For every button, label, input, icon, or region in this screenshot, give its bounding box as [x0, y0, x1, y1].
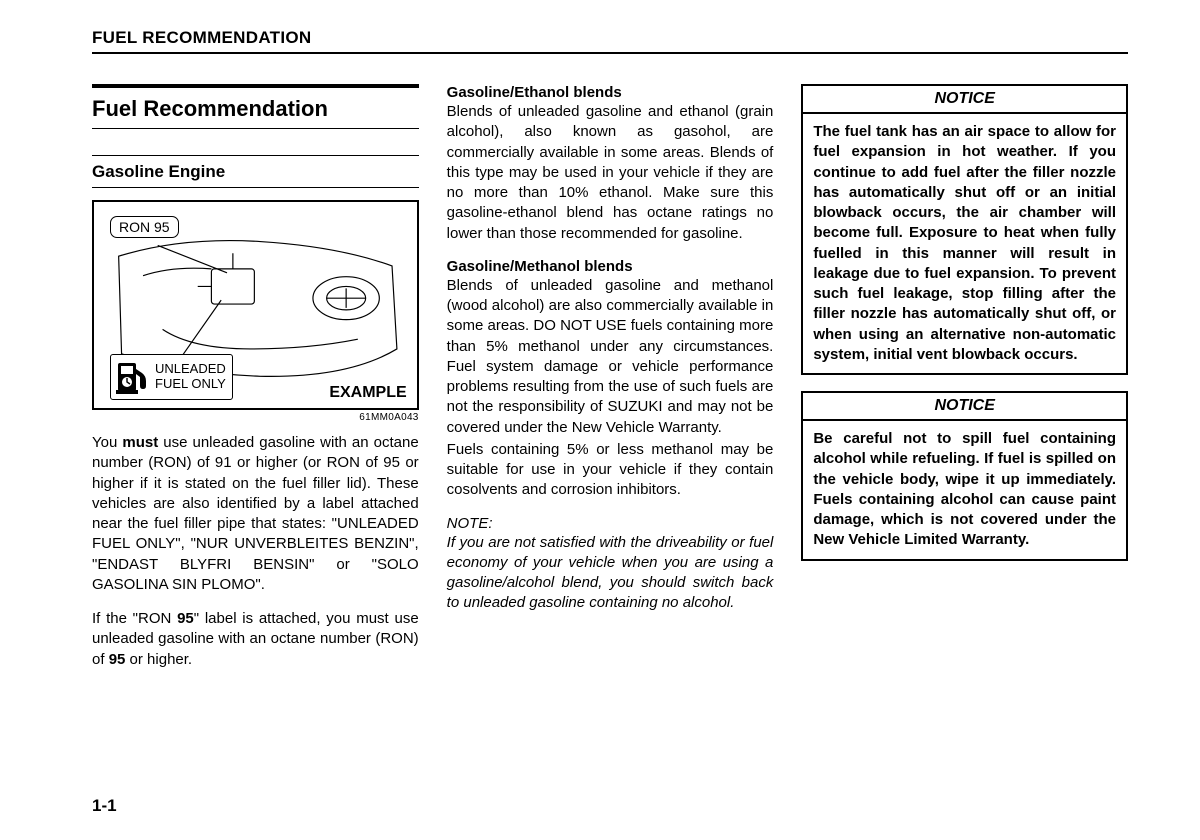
column-1: Fuel Recommendation Gasoline Engine: [92, 84, 419, 684]
text: or higher.: [125, 651, 192, 668]
column-2: Gasoline/Ethanol blends Blends of unlead…: [447, 84, 774, 684]
para-1: You must use unleaded gasoline with an o…: [92, 433, 419, 595]
unleaded-fuel-label: UNLEADED FUEL ONLY: [110, 354, 233, 400]
text: use unleaded gasoline with an octane num…: [92, 434, 419, 593]
page-header: FUEL RECOMMENDATION: [92, 28, 1128, 54]
notice-body-1: The fuel tank has an air space to allow …: [803, 114, 1126, 373]
note-text: If you are not satisfied with the drivea…: [447, 533, 774, 614]
fuel-label-text: UNLEADED FUEL ONLY: [155, 362, 226, 392]
section-rule: [92, 84, 419, 88]
ron-95-label: RON 95: [110, 216, 179, 238]
example-label: EXAMPLE: [329, 384, 406, 402]
column-3: NOTICE The fuel tank has an air space to…: [801, 84, 1128, 684]
content-columns: Fuel Recommendation Gasoline Engine: [92, 84, 1128, 684]
notice-box-1: NOTICE The fuel tank has an air space to…: [801, 84, 1128, 375]
fuel-pump-icon: [115, 359, 149, 395]
subsection-title: Gasoline Engine: [92, 162, 419, 188]
page-number: 1-1: [92, 796, 117, 816]
para-methanol-1: Blends of unleaded gasoline and methanol…: [447, 276, 774, 438]
para-ethanol: Blends of unleaded gasoline and ethanol …: [447, 102, 774, 244]
notice-header: NOTICE: [803, 393, 1126, 421]
bold-95b: 95: [109, 651, 126, 668]
notice-body-2: Be careful not to spill fuel containing …: [803, 421, 1126, 559]
note-label: NOTE:: [447, 515, 774, 532]
para-2: If the "RON 95" label is attached, you m…: [92, 609, 419, 670]
notice-box-2: NOTICE Be careful not to spill fuel cont…: [801, 391, 1128, 561]
section-title: Fuel Recommendation: [92, 96, 419, 129]
subsection-rule: [92, 155, 419, 156]
fuel-lid-diagram: RON 95 UNLEADED FUEL ONLY: [92, 200, 419, 410]
heading-methanol: Gasoline/Methanol blends: [447, 258, 774, 275]
text: You: [92, 434, 122, 451]
fuel-label-line1: UNLEADED: [155, 362, 226, 377]
heading-ethanol: Gasoline/Ethanol blends: [447, 84, 774, 101]
text: If the "RON: [92, 610, 177, 627]
bold-must: must: [122, 434, 158, 451]
para-methanol-2: Fuels containing 5% or less methanol may…: [447, 440, 774, 501]
figure-code: 61MM0A043: [92, 412, 419, 423]
bold-95: 95: [177, 610, 194, 627]
fuel-label-line2: FUEL ONLY: [155, 377, 226, 392]
notice-header: NOTICE: [803, 86, 1126, 114]
